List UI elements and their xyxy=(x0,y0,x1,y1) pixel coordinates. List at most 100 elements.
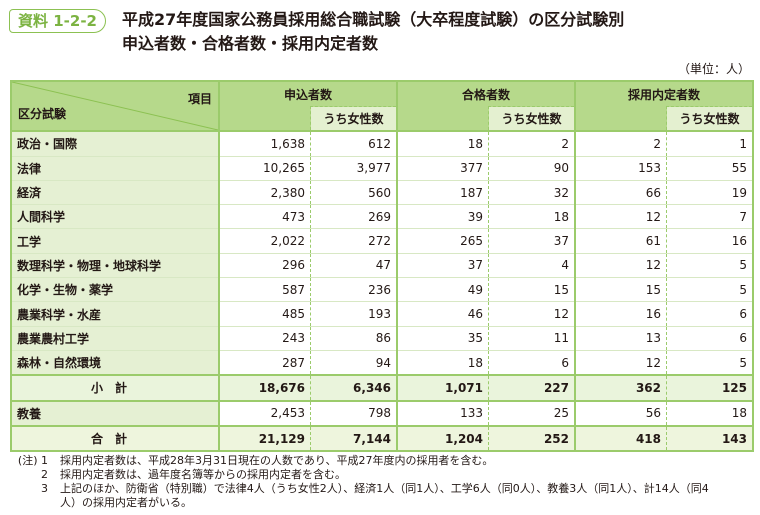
cell-value: 193 xyxy=(310,301,398,327)
table-row: 小計 18,676 6,346 1,071 227 362 125 xyxy=(11,374,753,402)
cell-value: 362 xyxy=(575,374,667,402)
cell-value: 18 xyxy=(397,350,489,376)
cell-value: 798 xyxy=(310,400,398,427)
cell-value: 265 xyxy=(397,228,489,254)
cell-value: 12 xyxy=(575,350,667,376)
table-row: 森林・自然環境 287 94 18 6 12 5 xyxy=(11,350,753,376)
row-label: 化学・生物・薬学 xyxy=(11,277,220,303)
cell-value: 269 xyxy=(310,204,398,230)
corner-top-label: 項目 xyxy=(187,92,212,106)
cell-value: 473 xyxy=(219,204,311,230)
cell-value: 18 xyxy=(666,400,753,427)
row-label: 人間科学 xyxy=(11,204,220,230)
row-label: 工学 xyxy=(11,228,220,254)
document-id-badge: 資料 1-2-2 xyxy=(9,9,106,33)
table-row: 農業科学・水産 485 193 46 12 16 6 xyxy=(11,301,753,327)
cell-value: 18 xyxy=(488,204,576,230)
cell-value: 5 xyxy=(666,277,753,303)
cell-value: 227 xyxy=(488,374,576,402)
data-table: 項目 区分試験 申込者数 合格者数 採用内定者数 うち女性数 うち女性数 うち女… xyxy=(10,80,754,453)
cell-value: 16 xyxy=(666,228,753,254)
cell-value: 1 xyxy=(666,131,753,157)
row-label: 合計 xyxy=(11,424,220,453)
cell-value: 86 xyxy=(310,326,398,351)
row-label: 小計 xyxy=(11,374,220,402)
cell-value: 37 xyxy=(488,228,576,254)
cell-value: 56 xyxy=(575,400,667,427)
cell-value: 6 xyxy=(666,326,753,351)
cell-value: 3,977 xyxy=(310,156,398,181)
cell-value: 485 xyxy=(219,301,311,327)
cell-value: 55 xyxy=(666,156,753,181)
cell-value: 2,380 xyxy=(219,180,311,206)
cell-value: 21,129 xyxy=(219,424,311,453)
cell-value: 2,022 xyxy=(219,228,311,254)
cell-value: 11 xyxy=(488,326,576,351)
table-row: 工学 2,022 272 265 37 61 16 xyxy=(11,228,753,254)
cell-value: 296 xyxy=(219,253,311,279)
table-row: 化学・生物・薬学 587 236 49 15 15 5 xyxy=(11,277,753,303)
cell-value: 587 xyxy=(219,277,311,303)
note-number: 3 xyxy=(41,482,48,495)
cell-value: 7 xyxy=(666,204,753,230)
sub-header-women: うち女性数 xyxy=(488,106,576,132)
table-row: 数理科学・物理・地球科学 296 47 37 4 12 5 xyxy=(11,253,753,279)
note-text: 上記のほか、防衛省（特別職）で法律4人（うち女性2人）、経済1人（同1人）、工学… xyxy=(60,482,709,509)
table-row: 政治・国際 1,638 612 18 2 2 1 xyxy=(11,131,753,157)
cell-value: 5 xyxy=(666,253,753,279)
table-row: 教養 2,453 798 133 25 56 18 xyxy=(11,400,753,427)
note-number: (注) 1 xyxy=(17,454,48,467)
cell-value: 2 xyxy=(575,131,667,157)
diagonal-line xyxy=(12,82,218,130)
cell-value: 10,265 xyxy=(219,156,311,181)
cell-value: 90 xyxy=(488,156,576,181)
row-label: 農業科学・水産 xyxy=(11,301,220,327)
cell-value: 612 xyxy=(310,131,398,157)
table-row: 法律 10,265 3,977 377 90 153 55 xyxy=(11,156,753,181)
cell-value: 39 xyxy=(397,204,489,230)
title-line-2: 申込者数・合格者数・採用内定者数 xyxy=(122,34,379,53)
cell-value: 16 xyxy=(575,301,667,327)
row-label: 政治・国際 xyxy=(11,131,220,157)
cell-value: 12 xyxy=(575,253,667,279)
cell-value: 153 xyxy=(575,156,667,181)
row-label: 法律 xyxy=(11,156,220,181)
cell-value: 236 xyxy=(310,277,398,303)
table-row: 人間科学 473 269 39 18 12 7 xyxy=(11,204,753,230)
cell-value: 46 xyxy=(397,301,489,327)
cell-value: 15 xyxy=(575,277,667,303)
note-number: 2 xyxy=(41,468,48,481)
cell-value: 13 xyxy=(575,326,667,351)
row-label: 数理科学・物理・地球科学 xyxy=(11,253,220,279)
notes: (注) 1 採用内定者数は、平成28年3月31日現在の人数であり、平成27年度内の… xyxy=(10,454,710,510)
spacer xyxy=(219,106,311,132)
spacer xyxy=(575,106,667,132)
cell-value: 560 xyxy=(310,180,398,206)
cell-value: 287 xyxy=(219,350,311,376)
cell-value: 7,144 xyxy=(310,424,398,453)
row-label: 森林・自然環境 xyxy=(11,350,220,376)
corner-header: 項目 区分試験 xyxy=(11,81,220,133)
group-header-passed: 合格者数 xyxy=(397,81,576,107)
cell-value: 12 xyxy=(488,301,576,327)
row-label: 教養 xyxy=(11,400,220,427)
cell-value: 5 xyxy=(666,350,753,376)
cell-value: 15 xyxy=(488,277,576,303)
cell-value: 2 xyxy=(488,131,576,157)
cell-value: 35 xyxy=(397,326,489,351)
cell-value: 377 xyxy=(397,156,489,181)
row-label: 農業農村工学 xyxy=(11,326,220,351)
cell-value: 133 xyxy=(397,400,489,427)
cell-value: 18 xyxy=(397,131,489,157)
cell-value: 6 xyxy=(488,350,576,376)
cell-value: 272 xyxy=(310,228,398,254)
spacer xyxy=(397,106,489,132)
cell-value: 4 xyxy=(488,253,576,279)
cell-value: 187 xyxy=(397,180,489,206)
corner-bottom-label: 区分試験 xyxy=(18,107,67,122)
cell-value: 1,638 xyxy=(219,131,311,157)
cell-value: 19 xyxy=(666,180,753,206)
note-text: 採用内定者数は、過年度名簿等からの採用内定者を含む。 xyxy=(60,468,346,481)
cell-value: 66 xyxy=(575,180,667,206)
cell-value: 25 xyxy=(488,400,576,427)
